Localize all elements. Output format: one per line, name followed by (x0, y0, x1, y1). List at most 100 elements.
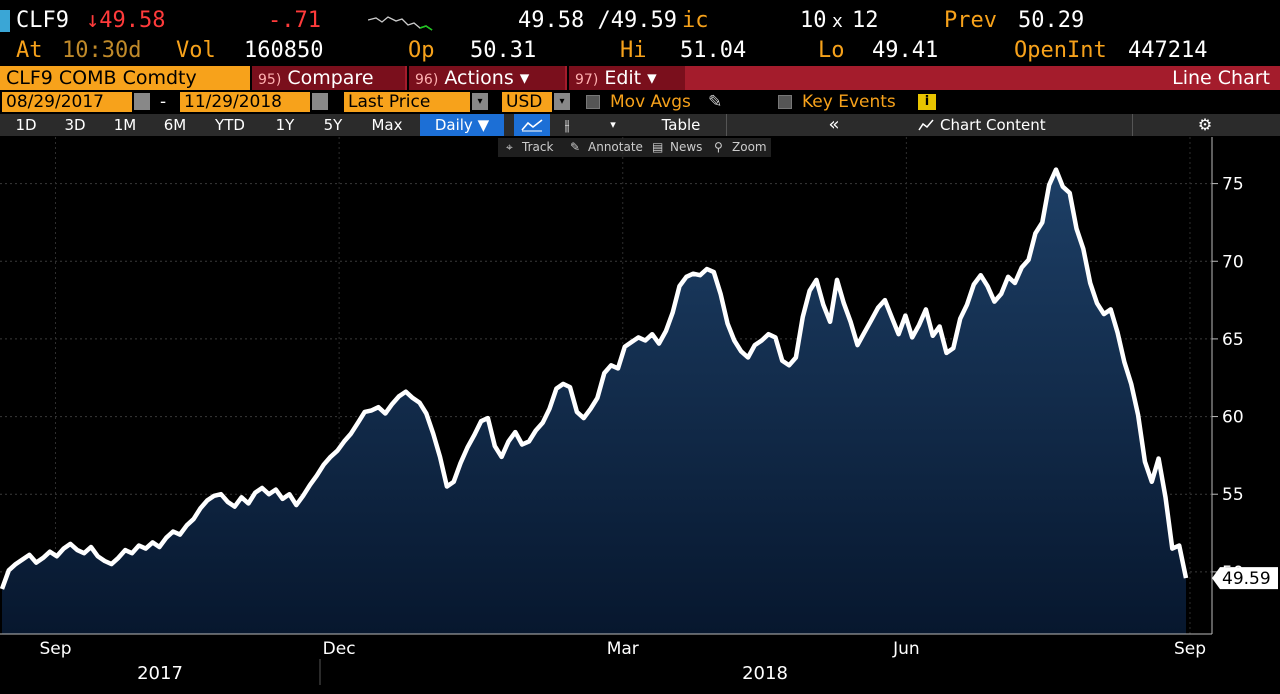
key-events-label: Key Events (802, 92, 896, 112)
crosshair-icon[interactable]: ⌖ (506, 140, 513, 154)
currency-select[interactable]: USD (502, 92, 552, 112)
chart-content-button[interactable]: Chart Content (940, 116, 1046, 134)
range-bar: 08/29/2017 - 11/29/2018 Last Price ▾ USD… (0, 91, 1280, 113)
price-area (2, 169, 1186, 634)
price-line (0, 167, 1189, 590)
collapse-button[interactable]: « (828, 114, 840, 135)
table-button[interactable]: Table (661, 116, 701, 134)
tab-5y[interactable]: 5Y (323, 116, 343, 134)
compare-label: Compare (287, 67, 374, 89)
high-label: Hi (620, 38, 647, 63)
x-axis: Sep Dec Mar Jun Sep 2017 2018 (39, 639, 1206, 685)
tab-1m[interactable]: 1M (113, 116, 137, 134)
chart-toolbar: ⌖ Track ✎ Annotate ▤ News ⚲ Zoom (498, 138, 771, 157)
info-icon[interactable]: i (918, 94, 936, 110)
x-tick-label: Dec (323, 639, 356, 659)
pencil-icon[interactable]: ✎ (570, 140, 581, 154)
compare-number: 95) (258, 72, 282, 88)
track-tool[interactable]: Track (522, 140, 554, 154)
x-tick-label: Sep (39, 639, 71, 659)
candlestick-icon[interactable]: ⫲ (564, 116, 570, 134)
tab-ytd[interactable]: YTD (215, 116, 245, 134)
actions-number: 96) (415, 72, 439, 88)
sparkline-icon (367, 12, 434, 40)
x-tick-label: Sep (1174, 639, 1206, 659)
year-label: 2018 (742, 663, 788, 684)
x-tick-label: Jun (892, 639, 920, 659)
bid-ask: 49.58 /49.59 (518, 8, 677, 33)
line-chart-icon[interactable] (514, 114, 550, 136)
size-separator: x (832, 11, 843, 32)
calendar-icon[interactable] (134, 93, 150, 110)
date-dash: - (160, 92, 167, 112)
actions-button[interactable]: 96) Actions ▾ (407, 66, 565, 90)
actions-label: Actions ▾ (444, 67, 530, 89)
last-value-label: 49.59 (1222, 569, 1271, 589)
news-tool[interactable]: News (670, 140, 703, 154)
chevron-down-icon[interactable]: ▾ (610, 118, 616, 131)
chevron-down-icon[interactable]: ▾ (472, 93, 488, 110)
y-tick-label: 60 (1222, 408, 1244, 428)
bid-size: 10 (800, 8, 827, 33)
period-tabs: 1D 3D 1M 6M YTD 1Y 5Y Max Daily ▼ ⫲ ▾ Ta… (0, 114, 1280, 136)
news-icon[interactable]: ▤ (652, 140, 664, 154)
ticker-symbol[interactable]: CLF9 (16, 8, 69, 33)
low-value: 49.41 (872, 38, 939, 63)
frequency-select[interactable]: Daily ▼ (420, 114, 504, 136)
quote-time: 10:30d (62, 38, 142, 63)
vol-value: 160850 (244, 38, 324, 63)
compare-button[interactable]: 95) Compare (250, 66, 405, 90)
y-tick-label: 55 (1222, 485, 1244, 505)
open-value: 50.31 (470, 38, 537, 63)
last-price: ↓49.58 (86, 8, 166, 33)
zoom-tool[interactable]: Zoom (732, 140, 767, 154)
tab-6m[interactable]: 6M (163, 116, 187, 134)
tab-3d[interactable]: 3D (64, 116, 86, 134)
tab-1d[interactable]: 1D (15, 116, 37, 134)
pencil-icon[interactable]: ✎ (708, 92, 723, 112)
mov-avgs-label: Mov Avgs (610, 92, 691, 112)
y-tick-label: 75 (1222, 175, 1244, 195)
year-label: 2017 (137, 663, 183, 684)
edit-label: Edit ▾ (604, 67, 657, 89)
end-date-field[interactable]: 11/29/2018 (180, 92, 310, 112)
x-tick-label: Mar (607, 639, 639, 659)
function-bar: CLF9 COMB Comdty 95) Compare 96) Actions… (0, 66, 1280, 90)
search-icon[interactable]: ⚲ (714, 140, 723, 154)
calendar-icon[interactable] (312, 93, 328, 110)
divider (726, 114, 727, 136)
y-tick-label: 65 (1222, 330, 1244, 350)
gear-icon[interactable]: ⚙ (1197, 115, 1213, 134)
y-axis: 505560657075 (1212, 175, 1244, 583)
key-events-checkbox[interactable] (778, 95, 792, 109)
bid-ask-source: ic (682, 8, 709, 33)
vol-label: Vol (176, 38, 216, 63)
ask-size: 12 (852, 8, 879, 33)
prev-value: 50.29 (1018, 8, 1085, 33)
edit-button[interactable]: 97) Edit ▾ (567, 66, 685, 90)
high-value: 51.04 (680, 38, 747, 63)
quote-header: CLF9 ↓49.58 -.71 49.58 /49.59 ic 10 x 12… (0, 8, 1280, 38)
security-name[interactable]: CLF9 COMB Comdty (0, 66, 250, 90)
open-label: Op (408, 38, 435, 63)
at-label: At (16, 38, 43, 63)
open-interest-label: OpenInt (1014, 38, 1107, 63)
last-value-tag: 49.59 (1212, 567, 1278, 590)
field-select[interactable]: Last Price (344, 92, 470, 112)
net-change: -.71 (268, 8, 321, 33)
chart-type-title: Line Chart (1172, 67, 1270, 89)
mov-avgs-checkbox[interactable] (586, 95, 600, 109)
start-date-field[interactable]: 08/29/2017 (2, 92, 132, 112)
quote-stats: At 10:30d Vol 160850 Op 50.31 Hi 51.04 L… (0, 38, 1280, 64)
ticker-color-marker (0, 10, 10, 32)
divider (1132, 114, 1133, 136)
prev-label: Prev (944, 8, 997, 33)
tab-max[interactable]: Max (371, 116, 403, 134)
chart-content-icon[interactable] (918, 114, 934, 136)
annotate-tool[interactable]: Annotate (588, 140, 643, 154)
tab-1y[interactable]: 1Y (275, 116, 295, 134)
low-label: Lo (818, 38, 845, 63)
edit-number: 97) (575, 72, 599, 88)
chevron-down-icon[interactable]: ▾ (554, 93, 570, 110)
